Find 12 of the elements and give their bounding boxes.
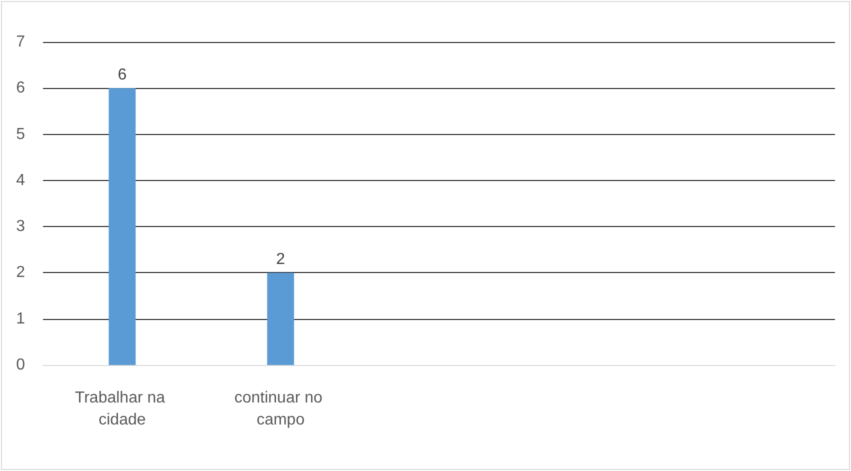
y-tick-label: 0 (16, 356, 26, 374)
x-tick-label: continuar no campo (234, 390, 327, 428)
y-tick-label: 6 (16, 80, 26, 97)
y-tick-label: 5 (16, 126, 26, 143)
y-tick-label: 1 (16, 310, 26, 328)
y-tick-label: 2 (16, 264, 26, 282)
y-tick-label: 3 (16, 218, 26, 236)
y-tick-label: 7 (16, 34, 26, 50)
y-tick-label: 4 (16, 172, 26, 189)
x-tick-label: Trabalhar na cidade (74, 390, 170, 428)
data-label: 2 (276, 251, 286, 268)
data-label: 6 (118, 66, 127, 84)
